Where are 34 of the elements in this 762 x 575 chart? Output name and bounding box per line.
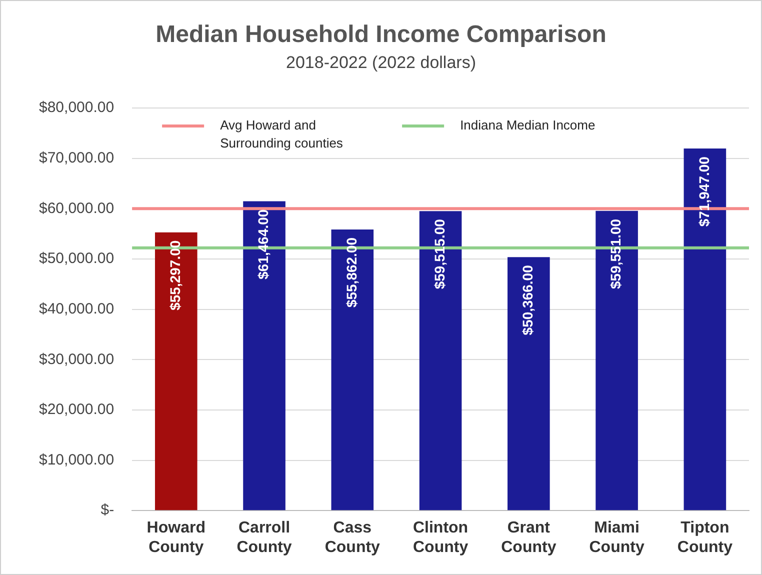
y-tick-label: $20,000.00	[38, 401, 114, 418]
y-tick-label: $80,000.00	[38, 99, 114, 116]
bar	[154, 232, 198, 510]
y-tick-label: $30,000.00	[38, 350, 114, 368]
bar	[684, 148, 726, 510]
x-tick-label: Grant County	[501, 520, 556, 556]
y-tick-label: $-	[100, 502, 114, 519]
bar	[508, 257, 550, 510]
legend-label: Avg Howard and Surrounding counties	[220, 118, 344, 151]
x-tick-label: Carroll County	[236, 520, 292, 556]
data-label: $55,862.00	[343, 237, 360, 308]
legend-label: Indiana Median Income	[460, 118, 596, 133]
bar	[243, 201, 286, 510]
data-label: $50,366.00	[520, 264, 536, 336]
bar	[419, 211, 462, 510]
chart-subtitle: 2018-2022 (2022 dollars)	[285, 53, 477, 73]
data-label: $71,947.00	[696, 156, 712, 227]
x-tick-label: Howard County	[146, 520, 206, 556]
data-label: $59,515.00	[431, 218, 448, 290]
x-tick-label: Clinton County	[412, 520, 468, 556]
y-tick-label: $60,000.00	[38, 200, 114, 217]
y-tick-label: $70,000.00	[38, 149, 114, 166]
x-tick-label: Miami County	[589, 520, 644, 556]
x-tick-label: Cass County	[324, 520, 380, 556]
x-tick-label: Tipton County	[677, 520, 733, 556]
bar	[331, 229, 374, 510]
y-tick-label: $40,000.00	[38, 300, 114, 318]
y-tick-label: $50,000.00	[38, 250, 114, 268]
data-label: $55,297.00	[167, 240, 183, 310]
data-label: $59,551.00	[608, 218, 624, 289]
data-label: $61,464.00	[255, 209, 272, 280]
y-tick-label: $10,000.00	[38, 451, 114, 468]
bar	[596, 210, 638, 510]
chart-title: Median Household Income Comparison	[154, 21, 608, 49]
